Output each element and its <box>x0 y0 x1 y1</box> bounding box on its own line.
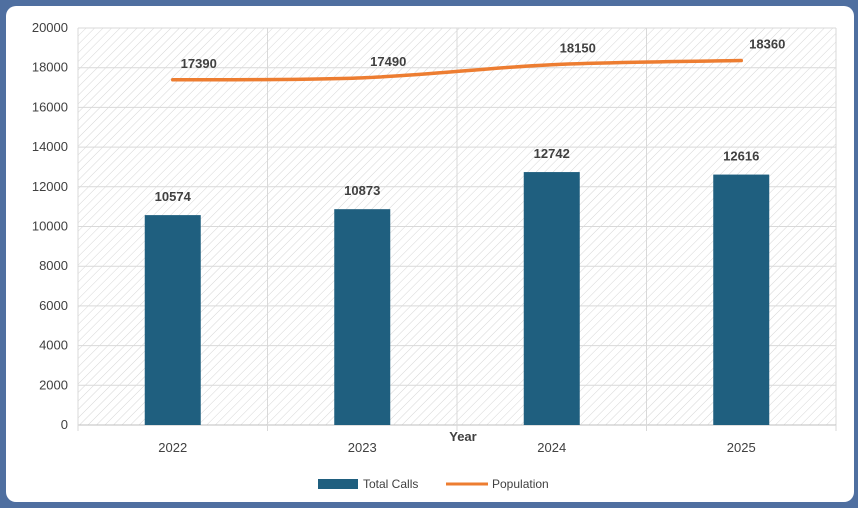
bar-data-label: 12742 <box>534 146 570 161</box>
y-tick-label: 18000 <box>32 60 68 75</box>
y-tick-label: 0 <box>61 417 68 432</box>
bar-total-calls <box>713 174 770 425</box>
x-axis-tick-labels: 2022 2023 2024 2025 <box>158 440 755 455</box>
line-data-label: 18360 <box>749 37 785 52</box>
y-tick-label: 12000 <box>32 179 68 194</box>
y-tick-label: 2000 <box>39 377 68 392</box>
bar-data-label: 12616 <box>723 149 759 164</box>
x-tick-label: 2022 <box>158 440 187 455</box>
bar-data-label: 10574 <box>155 189 192 204</box>
x-tick-label: 2023 <box>348 440 377 455</box>
line-data-label: 17390 <box>181 56 217 71</box>
x-axis-title: Year <box>449 429 476 444</box>
line-data-labels: 17390 17490 18150 18360 <box>181 37 786 71</box>
bar-total-calls <box>334 209 391 425</box>
legend-swatch-total-calls <box>318 479 358 489</box>
y-tick-label: 20000 <box>32 20 68 35</box>
y-tick-label: 16000 <box>32 99 68 114</box>
y-tick-label: 6000 <box>39 298 68 313</box>
y-tick-label: 8000 <box>39 258 68 273</box>
bar-total-calls <box>523 172 580 425</box>
y-tick-label: 10000 <box>32 219 68 234</box>
legend-label-total-calls: Total Calls <box>363 477 418 491</box>
chart-card: 0 2000 4000 6000 8000 10000 12000 14000 16000 180… <box>6 6 854 502</box>
y-axis-tick-labels: 0 2000 4000 6000 8000 10000 12000 14000 16000 180… <box>32 20 68 432</box>
line-series-population <box>171 58 743 82</box>
legend-label-population: Population <box>492 477 549 491</box>
x-tick-label: 2024 <box>537 440 566 455</box>
bar-total-calls <box>144 215 201 425</box>
vertical-gridlines <box>77 28 837 431</box>
bar-data-label: 10873 <box>344 183 380 198</box>
y-tick-label: 14000 <box>32 139 68 154</box>
legend: Total Calls Population <box>318 477 549 491</box>
x-tick-label: 2025 <box>727 440 756 455</box>
chart-svg: 0 2000 4000 6000 8000 10000 12000 14000 16000 180… <box>32 20 837 491</box>
bar-series-total-calls <box>144 172 770 425</box>
y-tick-label: 4000 <box>39 338 68 353</box>
line-data-label: 17490 <box>370 54 406 69</box>
line-data-label: 18150 <box>560 41 596 56</box>
bar-data-labels: 10574 10873 12742 12616 <box>155 146 760 204</box>
